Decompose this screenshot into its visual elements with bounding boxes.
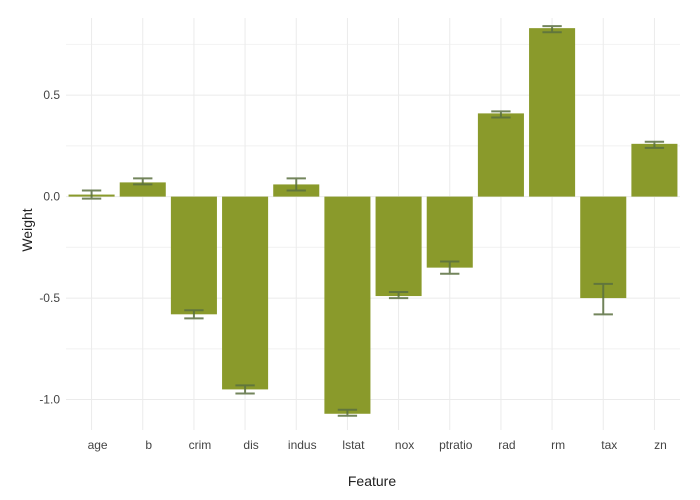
- bar-rad: [477, 113, 524, 197]
- error-bar-age: [81, 189, 102, 200]
- bar-dis: [222, 196, 269, 390]
- bar-nox: [375, 196, 422, 297]
- error-bars-layer: [81, 25, 665, 417]
- x-tick-labels: age b crim dis indus lstat nox ptratio rad rm tax z…: [88, 438, 667, 452]
- bar-lstat: [324, 196, 371, 414]
- bar-tax: [580, 196, 627, 299]
- error-bar-crim: [184, 309, 204, 320]
- error-bar-rm: [542, 25, 562, 34]
- error-bar-indus: [286, 177, 306, 192]
- error-bar-b: [133, 177, 153, 186]
- bar-zn: [631, 143, 678, 197]
- bar-crim: [170, 196, 217, 315]
- error-bar-nox: [388, 290, 409, 300]
- y-axis-title: Weight: [19, 208, 35, 251]
- y-tick-label: 0.0: [43, 190, 60, 204]
- error-bar-tax: [593, 282, 613, 316]
- error-bar-ptratio: [440, 260, 460, 275]
- error-bar-rad: [491, 110, 511, 119]
- error-bar-zn: [644, 140, 665, 149]
- x-tick-label: crim: [189, 438, 212, 452]
- x-tick-label: age: [88, 438, 108, 452]
- x-tick-label: indus: [288, 438, 317, 452]
- x-tick-label: dis: [243, 438, 258, 452]
- x-tick-label: lstat: [342, 438, 365, 452]
- error-bar-lstat: [337, 408, 358, 417]
- x-tick-label: rm: [551, 438, 565, 452]
- x-tick-label: zn: [654, 438, 667, 452]
- x-tick-label: ptratio: [439, 438, 473, 452]
- x-axis-title: Feature: [348, 473, 396, 489]
- x-tick-label: b: [145, 438, 152, 452]
- y-tick-label: -0.5: [39, 291, 60, 305]
- y-tick-label: -1.0: [39, 393, 60, 407]
- x-tick-label: tax: [601, 438, 617, 452]
- bars-layer: [68, 28, 678, 414]
- bar-b: [119, 182, 166, 197]
- bar-ptratio: [426, 196, 473, 268]
- x-tick-label: nox: [395, 438, 414, 452]
- y-tick-label: 0.5: [43, 88, 60, 102]
- bar-rm: [529, 28, 576, 197]
- error-bar-dis: [235, 384, 255, 395]
- y-tick-labels: -1.0 -0.5 0.0 0.5: [39, 88, 60, 406]
- x-tick-label: rad: [498, 438, 515, 452]
